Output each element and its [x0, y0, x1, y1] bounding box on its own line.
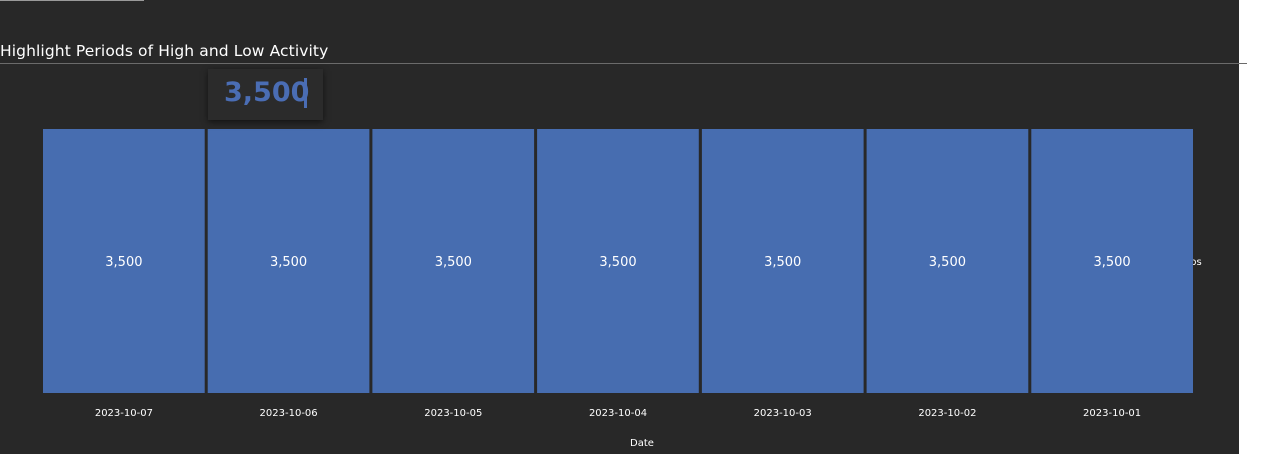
bar-2023-10-07[interactable] — [43, 129, 205, 393]
x-tick-label: 2023-10-07 — [95, 408, 153, 419]
bar-2023-10-01[interactable] — [1031, 129, 1193, 393]
x-tick-label: 2023-10-06 — [260, 408, 318, 419]
x-tick-label: 2023-10-04 — [589, 408, 647, 419]
x-tick-label: 2023-10-01 — [1083, 408, 1141, 419]
tooltip-value: 3,500 — [224, 77, 310, 108]
top-divider — [0, 0, 144, 1]
x-tick-label: 2023-10-03 — [754, 408, 812, 419]
bar-data-label: 3,500 — [270, 255, 307, 270]
x-axis-title: Date — [630, 438, 654, 449]
bar-data-label: 3,500 — [1093, 255, 1130, 270]
bar-2023-10-02[interactable] — [866, 129, 1029, 393]
bar-2023-10-03[interactable] — [701, 129, 864, 393]
bar-2023-10-06[interactable] — [207, 129, 370, 393]
bar-data-label: 3,500 — [929, 255, 966, 270]
chart-canvas: Highlight Periods of High and Low Activi… — [0, 0, 1239, 454]
bar-data-label: 3,500 — [764, 255, 801, 270]
tooltip-cursor — [304, 78, 307, 108]
bar-chart: eps3,5002023-10-073,5002023-10-063,50020… — [43, 129, 1202, 449]
x-tick-label: 2023-10-05 — [424, 408, 482, 419]
title-underline — [0, 63, 1239, 64]
chart-title: Highlight Periods of High and Low Activi… — [0, 42, 329, 60]
value-tooltip: 3,500 — [208, 69, 323, 120]
bar-data-label: 3,500 — [599, 255, 636, 270]
bar-data-label: 3,500 — [105, 255, 142, 270]
bar-data-label: 3,500 — [435, 255, 472, 270]
bar-2023-10-05[interactable] — [372, 129, 535, 393]
x-tick-label: 2023-10-02 — [918, 408, 976, 419]
title-underline-overflow — [1239, 63, 1247, 64]
bar-2023-10-04[interactable] — [537, 129, 699, 393]
